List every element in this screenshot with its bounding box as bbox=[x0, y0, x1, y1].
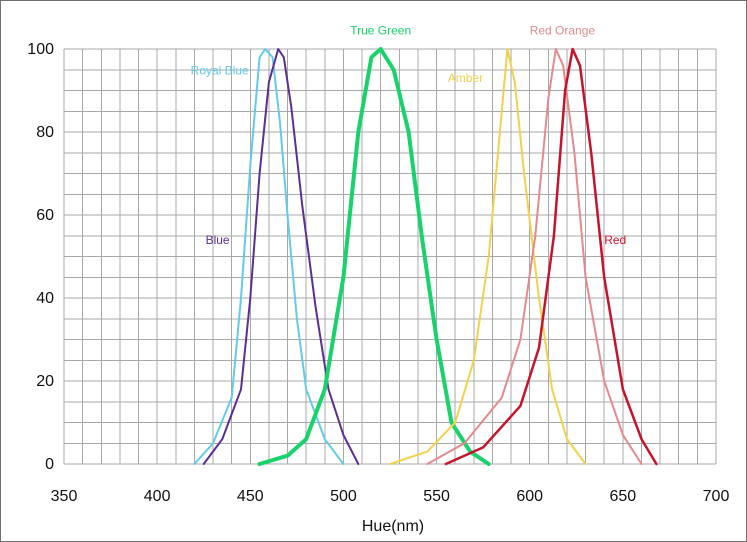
series-line-amber bbox=[389, 48, 587, 465]
series-label-royal-blue: Royal Blue bbox=[191, 64, 249, 78]
series-layer bbox=[193, 47, 658, 466]
y-tick-label: 80 bbox=[36, 124, 54, 141]
x-tick-label: 600 bbox=[516, 488, 543, 505]
series-label-blue: Blue bbox=[206, 233, 230, 247]
x-tick-label: 650 bbox=[610, 488, 637, 505]
axis-layer: 350 400 450 500 550 600 650 700 0 20 40 60 80 100 Hue(… bbox=[27, 41, 729, 535]
grid-layer bbox=[63, 48, 717, 465]
series-label-amber: Amber bbox=[448, 71, 483, 85]
series-label-true-green: True Green bbox=[350, 23, 411, 37]
y-tick-label: 40 bbox=[36, 290, 54, 307]
x-tick-label: 450 bbox=[237, 488, 264, 505]
series-line-red bbox=[444, 47, 658, 466]
x-tick-label: 500 bbox=[330, 488, 357, 505]
x-tick-label: 700 bbox=[703, 488, 730, 505]
x-tick-label: 350 bbox=[51, 488, 78, 505]
x-axis-label: Hue(nm) bbox=[362, 518, 424, 535]
series-label-red-orange: Red Orange bbox=[530, 23, 596, 37]
y-tick-label: 100 bbox=[27, 41, 54, 58]
x-tick-label: 550 bbox=[423, 488, 450, 505]
x-tick-label: 400 bbox=[144, 488, 171, 505]
series-line-true-green bbox=[257, 47, 491, 466]
y-tick-label: 0 bbox=[45, 456, 54, 473]
series-line-royal-blue bbox=[193, 48, 345, 465]
y-tick-label: 20 bbox=[36, 373, 54, 390]
y-tick-label: 60 bbox=[36, 207, 54, 224]
series-line-red-orange bbox=[426, 48, 643, 465]
label-layer: Royal Blue Blue True Green Amber Red Orange R… bbox=[191, 23, 627, 247]
series-label-red: Red bbox=[604, 233, 626, 247]
